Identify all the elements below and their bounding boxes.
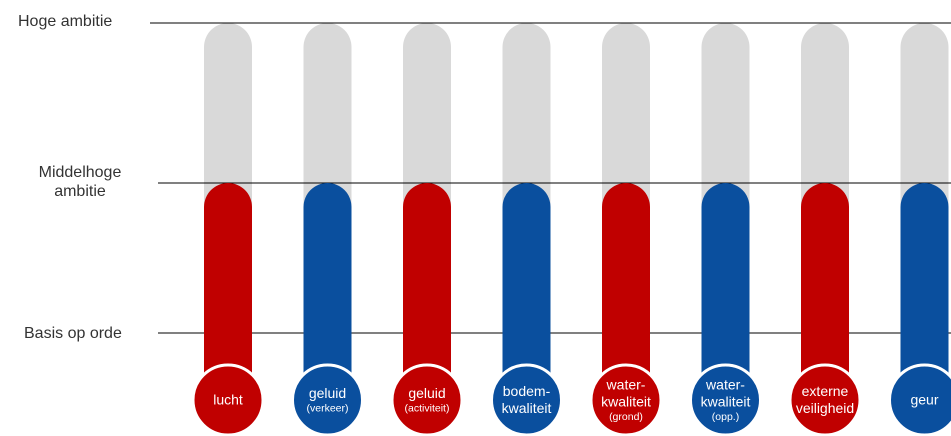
category-label: geur bbox=[910, 392, 938, 408]
category-label: (grond) bbox=[609, 411, 643, 423]
level-label-mid-line1: Middelhoge bbox=[38, 164, 122, 181]
level-label-mid: Middelhoge ambitie bbox=[28, 163, 132, 201]
category-label: water- bbox=[606, 376, 646, 392]
category-label: (opp.) bbox=[712, 411, 739, 423]
category-badge bbox=[390, 363, 464, 436]
category-badge bbox=[589, 363, 663, 436]
category-label: bodem- bbox=[503, 383, 551, 399]
value-bar bbox=[403, 183, 451, 400]
category-badge bbox=[689, 363, 762, 436]
level-label-mid-line2: ambitie bbox=[54, 183, 106, 200]
value-bar bbox=[502, 183, 551, 400]
category-badge bbox=[191, 363, 265, 436]
level-label-high: Hoge ambitie bbox=[18, 13, 113, 30]
category-label: kwaliteit bbox=[502, 400, 552, 416]
category-label: geluid bbox=[309, 385, 346, 401]
category-label: kwaliteit bbox=[701, 393, 751, 409]
category-label: water- bbox=[705, 376, 745, 392]
category-label: (verkeer) bbox=[306, 402, 348, 414]
category-badge bbox=[490, 363, 563, 436]
value-bar bbox=[204, 183, 252, 400]
value-bar bbox=[801, 183, 849, 400]
category-label: geluid bbox=[408, 385, 445, 401]
value-bar bbox=[303, 183, 352, 400]
value-bar bbox=[701, 183, 750, 400]
value-bar bbox=[900, 183, 949, 400]
category-badge bbox=[888, 363, 951, 436]
category-label: kwaliteit bbox=[601, 393, 651, 409]
category-badge bbox=[788, 363, 862, 436]
category-label: externe bbox=[802, 383, 849, 399]
level-label-base: Basis op orde bbox=[24, 325, 122, 342]
category-label: (activiteit) bbox=[405, 402, 450, 414]
category-badge bbox=[291, 363, 364, 436]
value-bar bbox=[602, 183, 650, 400]
category-label: veiligheid bbox=[796, 400, 854, 416]
category-label: lucht bbox=[213, 392, 243, 408]
